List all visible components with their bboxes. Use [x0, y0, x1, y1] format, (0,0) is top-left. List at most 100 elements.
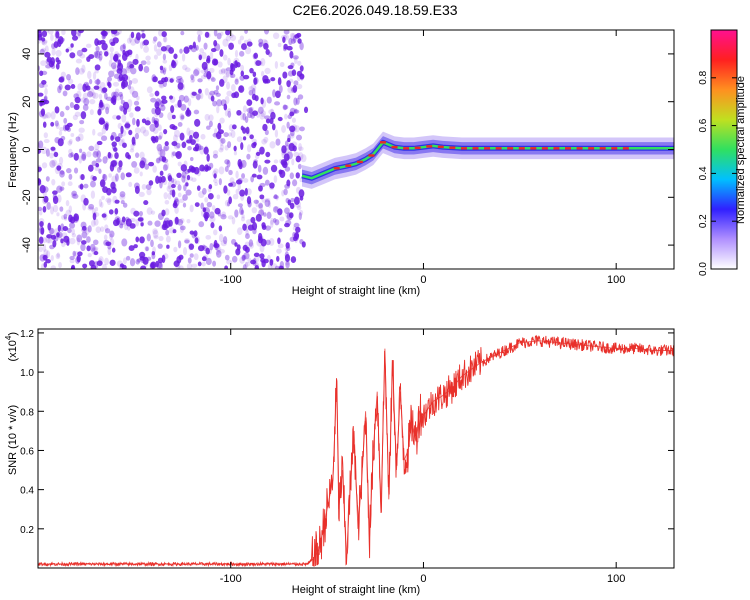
- noise-point: [273, 195, 279, 200]
- noise-point: [200, 133, 206, 140]
- noise-point: [179, 225, 184, 234]
- noise-point: [106, 96, 113, 102]
- noise-point: [54, 37, 59, 43]
- noise-point: [51, 48, 56, 56]
- noise-point: [229, 69, 234, 76]
- noise-point: [234, 78, 239, 85]
- noise-point: [153, 36, 158, 42]
- noise-point: [264, 225, 272, 231]
- noise-point: [107, 81, 111, 87]
- noise-point: [290, 33, 297, 42]
- noise-point: [199, 147, 205, 155]
- noise-point: [39, 221, 44, 228]
- noise-point: [171, 125, 178, 131]
- noise-point: [40, 227, 45, 235]
- noise-point: [144, 163, 150, 170]
- noise-point: [228, 169, 233, 176]
- noise-point: [52, 195, 59, 205]
- noise-point: [188, 243, 195, 250]
- noise-point: [198, 88, 202, 94]
- noise-point: [295, 172, 300, 179]
- noise-point: [156, 48, 162, 56]
- noise-point: [258, 106, 264, 114]
- snr-scale-prefix: (x10: [7, 340, 19, 361]
- noise-point: [193, 166, 200, 175]
- noise-point: [246, 111, 253, 119]
- noise-point: [262, 123, 268, 132]
- noise-point: [114, 208, 119, 215]
- noise-point: [81, 225, 87, 231]
- noise-point: [226, 81, 231, 90]
- noise-point: [289, 125, 296, 133]
- noise-point: [121, 264, 127, 269]
- noise-point: [213, 168, 219, 175]
- noise-point: [259, 244, 265, 253]
- noise-point: [175, 150, 182, 160]
- noise-point: [68, 148, 73, 155]
- noise-point: [57, 85, 62, 94]
- noise-point: [53, 228, 60, 237]
- noise-point: [260, 238, 267, 247]
- noise-point: [134, 127, 141, 134]
- noise-point: [156, 107, 162, 112]
- noise-point: [67, 140, 73, 146]
- noise-point: [141, 118, 147, 124]
- noise-point: [209, 162, 214, 169]
- noise-point: [68, 173, 73, 180]
- noise-point: [93, 250, 99, 256]
- noise-point: [251, 93, 257, 101]
- noise-point: [259, 112, 265, 120]
- noise-point: [139, 41, 144, 49]
- noise-point: [293, 222, 300, 228]
- ridge-peak: [379, 141, 386, 144]
- noise-point: [277, 116, 283, 122]
- colorbar-gradient: [710, 29, 738, 270]
- noise-point: [61, 215, 66, 220]
- ridge-peak: [414, 146, 421, 150]
- noise-point: [120, 200, 125, 205]
- noise-point: [242, 244, 248, 252]
- noise-point: [203, 254, 208, 259]
- noise-point: [240, 193, 245, 201]
- noise-point: [77, 83, 83, 91]
- noise-point: [210, 48, 217, 53]
- snr-frame: [37, 328, 675, 569]
- noise-point: [156, 143, 163, 152]
- noise-point: [164, 208, 170, 216]
- noise-point: [55, 253, 61, 260]
- noise-point: [212, 260, 217, 267]
- noise-point: [38, 236, 44, 244]
- noise-point: [150, 97, 157, 103]
- noise-point: [266, 96, 272, 104]
- noise-point: [60, 238, 64, 244]
- noise-point: [290, 197, 295, 203]
- colorbar-tick-label: 0.6: [698, 118, 709, 132]
- noise-point: [141, 30, 145, 33]
- noise-point: [103, 239, 110, 246]
- noise-point: [278, 265, 284, 269]
- noise-point: [109, 46, 115, 53]
- noise-point: [146, 188, 152, 196]
- noise-point: [55, 122, 60, 130]
- noise-point: [191, 263, 198, 268]
- noise-point: [123, 218, 128, 227]
- noise-point: [187, 146, 192, 151]
- noise-point: [112, 114, 118, 120]
- noise-point: [252, 87, 256, 96]
- noise-point: [153, 120, 158, 125]
- noise-point: [105, 106, 110, 115]
- noise-point: [224, 95, 230, 105]
- noise-point: [106, 187, 112, 196]
- noise-point: [67, 181, 73, 187]
- noise-point: [98, 117, 105, 125]
- noise-point: [112, 160, 118, 169]
- noise-point: [79, 174, 84, 180]
- noise-point: [260, 70, 265, 77]
- colorbar-tick-label: 0.8: [698, 70, 709, 84]
- noise-point: [284, 251, 289, 259]
- noise-point: [81, 153, 87, 162]
- noise-point: [236, 136, 243, 143]
- noise-point: [203, 42, 208, 50]
- noise-point: [244, 30, 248, 34]
- noise-point: [171, 184, 176, 189]
